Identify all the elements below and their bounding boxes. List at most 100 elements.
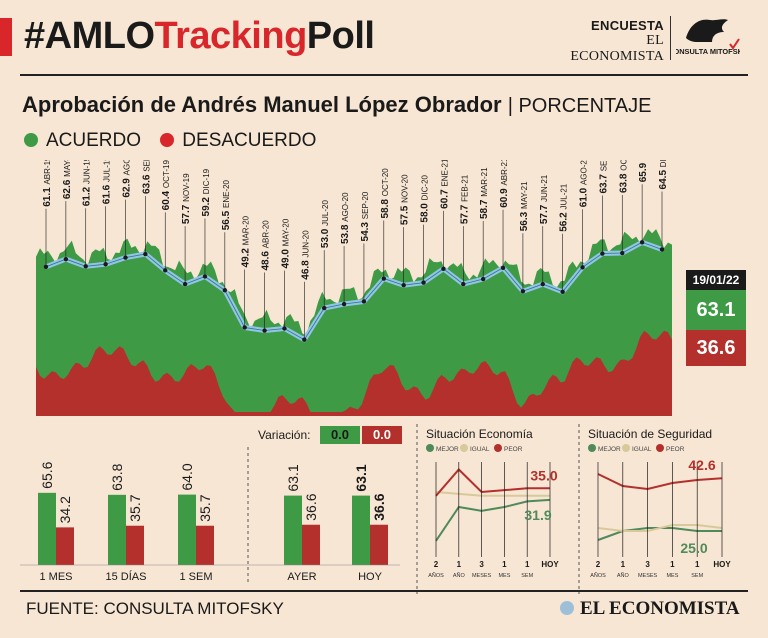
- small-x-label: 1: [621, 560, 626, 569]
- bar-disagree: [370, 524, 388, 565]
- approval-point-labels: 61.1 ABR-19 62.6 MAY-19 61.2 JUN-19 61.6 JU…: [42, 160, 669, 280]
- mitofsky-logo-text: CONSULTA MITOFSKY: [676, 47, 740, 56]
- data-point: [620, 250, 625, 256]
- bar-disagree: [56, 527, 74, 565]
- legend-dot-icon: [656, 444, 664, 452]
- title-part-1: #AMLO: [24, 15, 155, 57]
- point-label: 62.9 AGO-19: [121, 160, 132, 198]
- point-label: 56.3 MAY-21: [519, 181, 530, 231]
- point-label: 53.8 AGO-20: [340, 192, 351, 244]
- variation-disagree: 0.0: [362, 426, 402, 444]
- small-x-label: 1: [502, 560, 507, 569]
- footer-brand: EL ECONOMISTA: [560, 598, 740, 620]
- mejor-value-label: 25.0: [680, 540, 707, 556]
- title-accent-bar: [0, 18, 12, 56]
- data-point: [242, 325, 247, 330]
- point-label: 57.7 NOV-19: [181, 173, 192, 224]
- bar-disagree-label: 36.6: [303, 493, 319, 520]
- bar-agree: [38, 492, 56, 565]
- latest-agree-value: 63.1: [686, 290, 746, 330]
- point-label: 54.3 SEP-20: [360, 191, 371, 241]
- small-x-sublabel: AÑO: [617, 572, 630, 579]
- security-divider: [578, 424, 580, 594]
- small-series-line: [597, 524, 723, 532]
- survey-brand: ENCUESTA EL ECONOMISTA: [560, 18, 664, 65]
- point-label: 46.8 JUN-20: [300, 230, 311, 280]
- footer-brand-text: EL ECONOMISTA: [580, 598, 740, 619]
- data-point: [401, 282, 406, 288]
- security-chart: Situación de Seguridad MEJOR IGUAL PEOR 2 AÑO…: [588, 427, 731, 579]
- small-legend-label: IGUAL: [470, 446, 490, 453]
- data-point: [461, 281, 466, 287]
- point-label: 56.5 ENE-20: [221, 179, 232, 230]
- small-x-label: 3: [479, 560, 484, 569]
- point-label: 60.4 OCT-19: [161, 160, 172, 210]
- data-point: [520, 289, 526, 294]
- bar-agree: [352, 495, 370, 565]
- bar-disagree-label: 35.7: [127, 494, 143, 521]
- bar-category-label: 1 MES: [39, 571, 72, 583]
- point-label: 58.0 DIC-20: [420, 174, 431, 222]
- variation-agree: 0.0: [320, 426, 360, 444]
- point-label: 57.5 NOV-20: [400, 174, 411, 225]
- data-point: [421, 280, 426, 285]
- label-leaders: [45, 184, 663, 340]
- chart-legend: ACUERDO DESACUERDO: [24, 130, 330, 152]
- small-legend-label: MEJOR: [598, 446, 621, 453]
- small-series-line: [597, 473, 723, 491]
- small-x-label: HOY: [541, 560, 559, 569]
- point-label: 49.2 MAR-20: [241, 215, 252, 267]
- latest-disagree-value: 36.6: [686, 330, 746, 366]
- brand-divider: [670, 16, 671, 60]
- small-x-sublabel: AÑO: [453, 572, 466, 579]
- economy-divider: [416, 424, 418, 594]
- legend-dot-icon: [622, 444, 630, 452]
- subtitle-main: Aprobación de Andrés Manuel López Obrado…: [22, 92, 502, 117]
- small-x-label: 2: [596, 560, 601, 569]
- point-label: 61.2 JUN-19: [82, 160, 93, 206]
- legend-dot-icon: [494, 444, 502, 452]
- disagree-area: [36, 330, 672, 416]
- legend-dot-icon: [588, 444, 596, 452]
- small-chart-title: Situación Economía: [426, 427, 533, 441]
- point-label: 49.0 MAY-20: [280, 218, 291, 268]
- point-label: 58.8 OCT-20: [380, 168, 391, 219]
- point-label: 48.6 ABR-20: [261, 220, 272, 271]
- brand-line-2: EL ECONOMISTA: [570, 33, 664, 64]
- data-point: [480, 276, 486, 282]
- bar-disagree: [126, 525, 144, 565]
- small-x-sublabel: MESES: [638, 573, 658, 579]
- data-point: [321, 305, 327, 311]
- data-point: [500, 265, 506, 271]
- bar-category-label: HOY: [358, 571, 383, 583]
- small-legend-label: IGUAL: [632, 446, 652, 453]
- bar-disagree-label: 34.2: [57, 496, 73, 523]
- point-label: 61.1 ABR-19: [42, 160, 53, 207]
- small-x-label: 1: [457, 560, 462, 569]
- point-label: 56.2 JUL-21: [559, 183, 570, 232]
- approval-markers: [43, 240, 665, 342]
- small-x-label: 1: [525, 560, 530, 569]
- latest-date: 19/01/22: [686, 270, 746, 290]
- data-point: [540, 281, 545, 287]
- small-x-label: 1: [695, 560, 700, 569]
- point-label: 59.2 DIC-19: [201, 168, 212, 216]
- variation-label: Variación:: [258, 428, 311, 442]
- source-note: FUENTE: CONSULTA MITOFSKY: [26, 599, 284, 618]
- data-point: [143, 251, 148, 257]
- data-point: [580, 265, 585, 270]
- bar-disagree: [302, 524, 320, 565]
- point-label: 63.6 SEP-19: [141, 160, 152, 194]
- mitofsky-logo: CONSULTA MITOFSKY: [676, 19, 740, 56]
- bar-agree: [178, 494, 196, 565]
- small-x-label: HOY: [713, 560, 731, 569]
- point-label: 60.7 ENE-21: [439, 160, 450, 209]
- economy-chart: Situación Economía MEJOR IGUAL PEOR 2 AÑOS 1 AÑ…: [426, 427, 559, 579]
- title-part-3: Poll: [306, 15, 375, 57]
- data-point: [43, 264, 49, 269]
- title-part-2: Tracking: [154, 15, 308, 57]
- point-label: 62.6 MAY-19: [62, 160, 73, 199]
- mejor-value-label: 31.9: [524, 507, 551, 523]
